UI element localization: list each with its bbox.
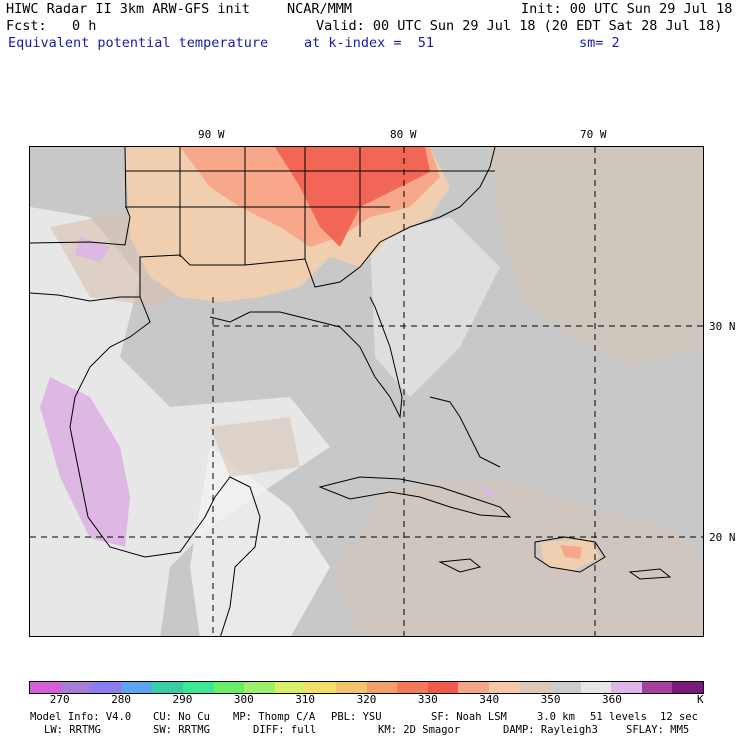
purple-patch-texas — [75, 237, 110, 262]
colorbar-swatch — [60, 682, 92, 693]
lat-label-20n: 20 N — [709, 531, 736, 544]
purple-patch-bahamas — [480, 487, 498, 499]
colorbar-swatch — [152, 682, 183, 693]
footer-pbl: PBL: YSU — [331, 711, 382, 723]
light-region-atlantic — [370, 217, 500, 397]
colorbar — [29, 681, 704, 694]
footer-diff: DIFF: full — [253, 724, 317, 736]
colorbar-tick-label: 360 — [602, 693, 622, 706]
field-name: Equivalent potential temperature — [8, 35, 269, 51]
theta-e-map — [29, 146, 704, 637]
colorbar-swatch — [335, 682, 367, 693]
colorbar-swatch — [488, 682, 520, 693]
footer-km: KM: 2D Smagor — [378, 724, 461, 736]
valid-time: Valid: 00 UTC Sun 29 Jul 18 (20 EDT Sat … — [316, 18, 723, 34]
footer-timestep: 12 sec — [660, 711, 698, 723]
coast-texas-mexico — [69, 296, 261, 636]
colorbar-swatch — [611, 682, 642, 693]
colorbar-unit: K — [697, 693, 704, 706]
border-oklahoma-texas — [30, 147, 131, 246]
level-label: at k-index = 51 — [304, 35, 435, 51]
colorbar-tick-label: 290 — [172, 693, 193, 706]
salmon-patch-hispaniola — [560, 545, 582, 559]
colorbar-swatch — [519, 682, 551, 693]
lon-label-80w: 80 W — [390, 128, 417, 141]
colorbar-swatch — [305, 682, 336, 693]
colorbar-tick-label: 310 — [295, 693, 316, 706]
colorbar-swatch — [641, 682, 673, 693]
lat-label-30n: 30 N — [709, 320, 736, 333]
lon-label-70w: 70 W — [580, 128, 607, 141]
purple-region-mexico — [40, 377, 130, 547]
coast-hispaniola — [534, 536, 606, 573]
tan-region-gulf — [210, 417, 300, 477]
coastlines — [30, 147, 672, 636]
footer-cu: CU: No Cu — [153, 711, 210, 723]
forecast-hour: 0 h — [72, 18, 97, 34]
light-region-south — [190, 447, 330, 636]
footer-levels: 51 levels — [590, 711, 647, 723]
colorbar-swatch — [244, 682, 275, 693]
footer-model-info: Model Info: V4.0 — [30, 711, 132, 723]
colorbar-swatch — [182, 682, 214, 693]
coast-puerto-rico — [628, 568, 672, 580]
coast-cuba — [318, 476, 512, 518]
colorbar-swatch — [274, 682, 306, 693]
map-canvas — [30, 147, 703, 636]
colorbar-swatch — [91, 682, 122, 693]
footer-sw: SW: RRTMG — [153, 724, 210, 736]
tan-region-northeast — [490, 147, 703, 367]
lon-label-90w: 90 W — [198, 128, 225, 141]
colorbar-swatch — [213, 682, 245, 693]
coast-gulf-atlantic — [139, 147, 496, 297]
map-title: HIWC Radar II 3km ARW-GFS init — [6, 1, 250, 17]
footer-mp: MP: Thomp C/A — [233, 711, 316, 723]
state-borders-horizontal — [125, 170, 495, 208]
colorbar-tick-label: 300 — [233, 693, 254, 706]
colorbar-swatch — [366, 682, 398, 693]
coast-bahamas — [429, 396, 501, 468]
border-texas-north — [30, 292, 140, 302]
tan-region-caribbean — [330, 477, 703, 636]
colorbar-swatch — [580, 682, 612, 693]
colorbar-tick-label: 280 — [111, 693, 131, 706]
red-region — [275, 147, 430, 247]
footer-sf: SF: Noah LSM — [431, 711, 507, 723]
colorbar-swatch — [397, 682, 428, 693]
organization-label: NCAR/MMM — [287, 1, 353, 17]
colorbar-swatch — [458, 682, 489, 693]
colorbar-tick-label: 320 — [356, 693, 377, 706]
footer-damp: DAMP: Rayleigh3 — [503, 724, 598, 736]
colorbar-swatch — [427, 682, 459, 693]
colorbar-tick-label: 350 — [540, 693, 561, 706]
colorbar-swatch — [121, 682, 153, 693]
forecast-label: Fcst: — [6, 18, 47, 34]
footer-resolution: 3.0 km — [537, 711, 575, 723]
colorbar-swatch — [672, 682, 704, 693]
smoothing-label: sm= 2 — [579, 35, 620, 51]
init-time: Init: 00 UTC Sun 29 Jul 18 — [521, 1, 733, 17]
colorbar-swatch — [550, 682, 581, 693]
footer-lw: LW: RRTMG — [44, 724, 101, 736]
footer-sflay: SFLAY: MM5 — [626, 724, 690, 736]
coast-jamaica — [438, 558, 482, 573]
grid-lines — [30, 147, 703, 636]
colorbar-swatch — [30, 682, 61, 693]
colorbar-tick-label: 270 — [49, 693, 70, 706]
colorbar-tick-label: 330 — [417, 693, 438, 706]
colorbar-tick-label: 340 — [479, 693, 500, 706]
state-borders — [179, 147, 361, 265]
coast-florida — [209, 296, 403, 419]
